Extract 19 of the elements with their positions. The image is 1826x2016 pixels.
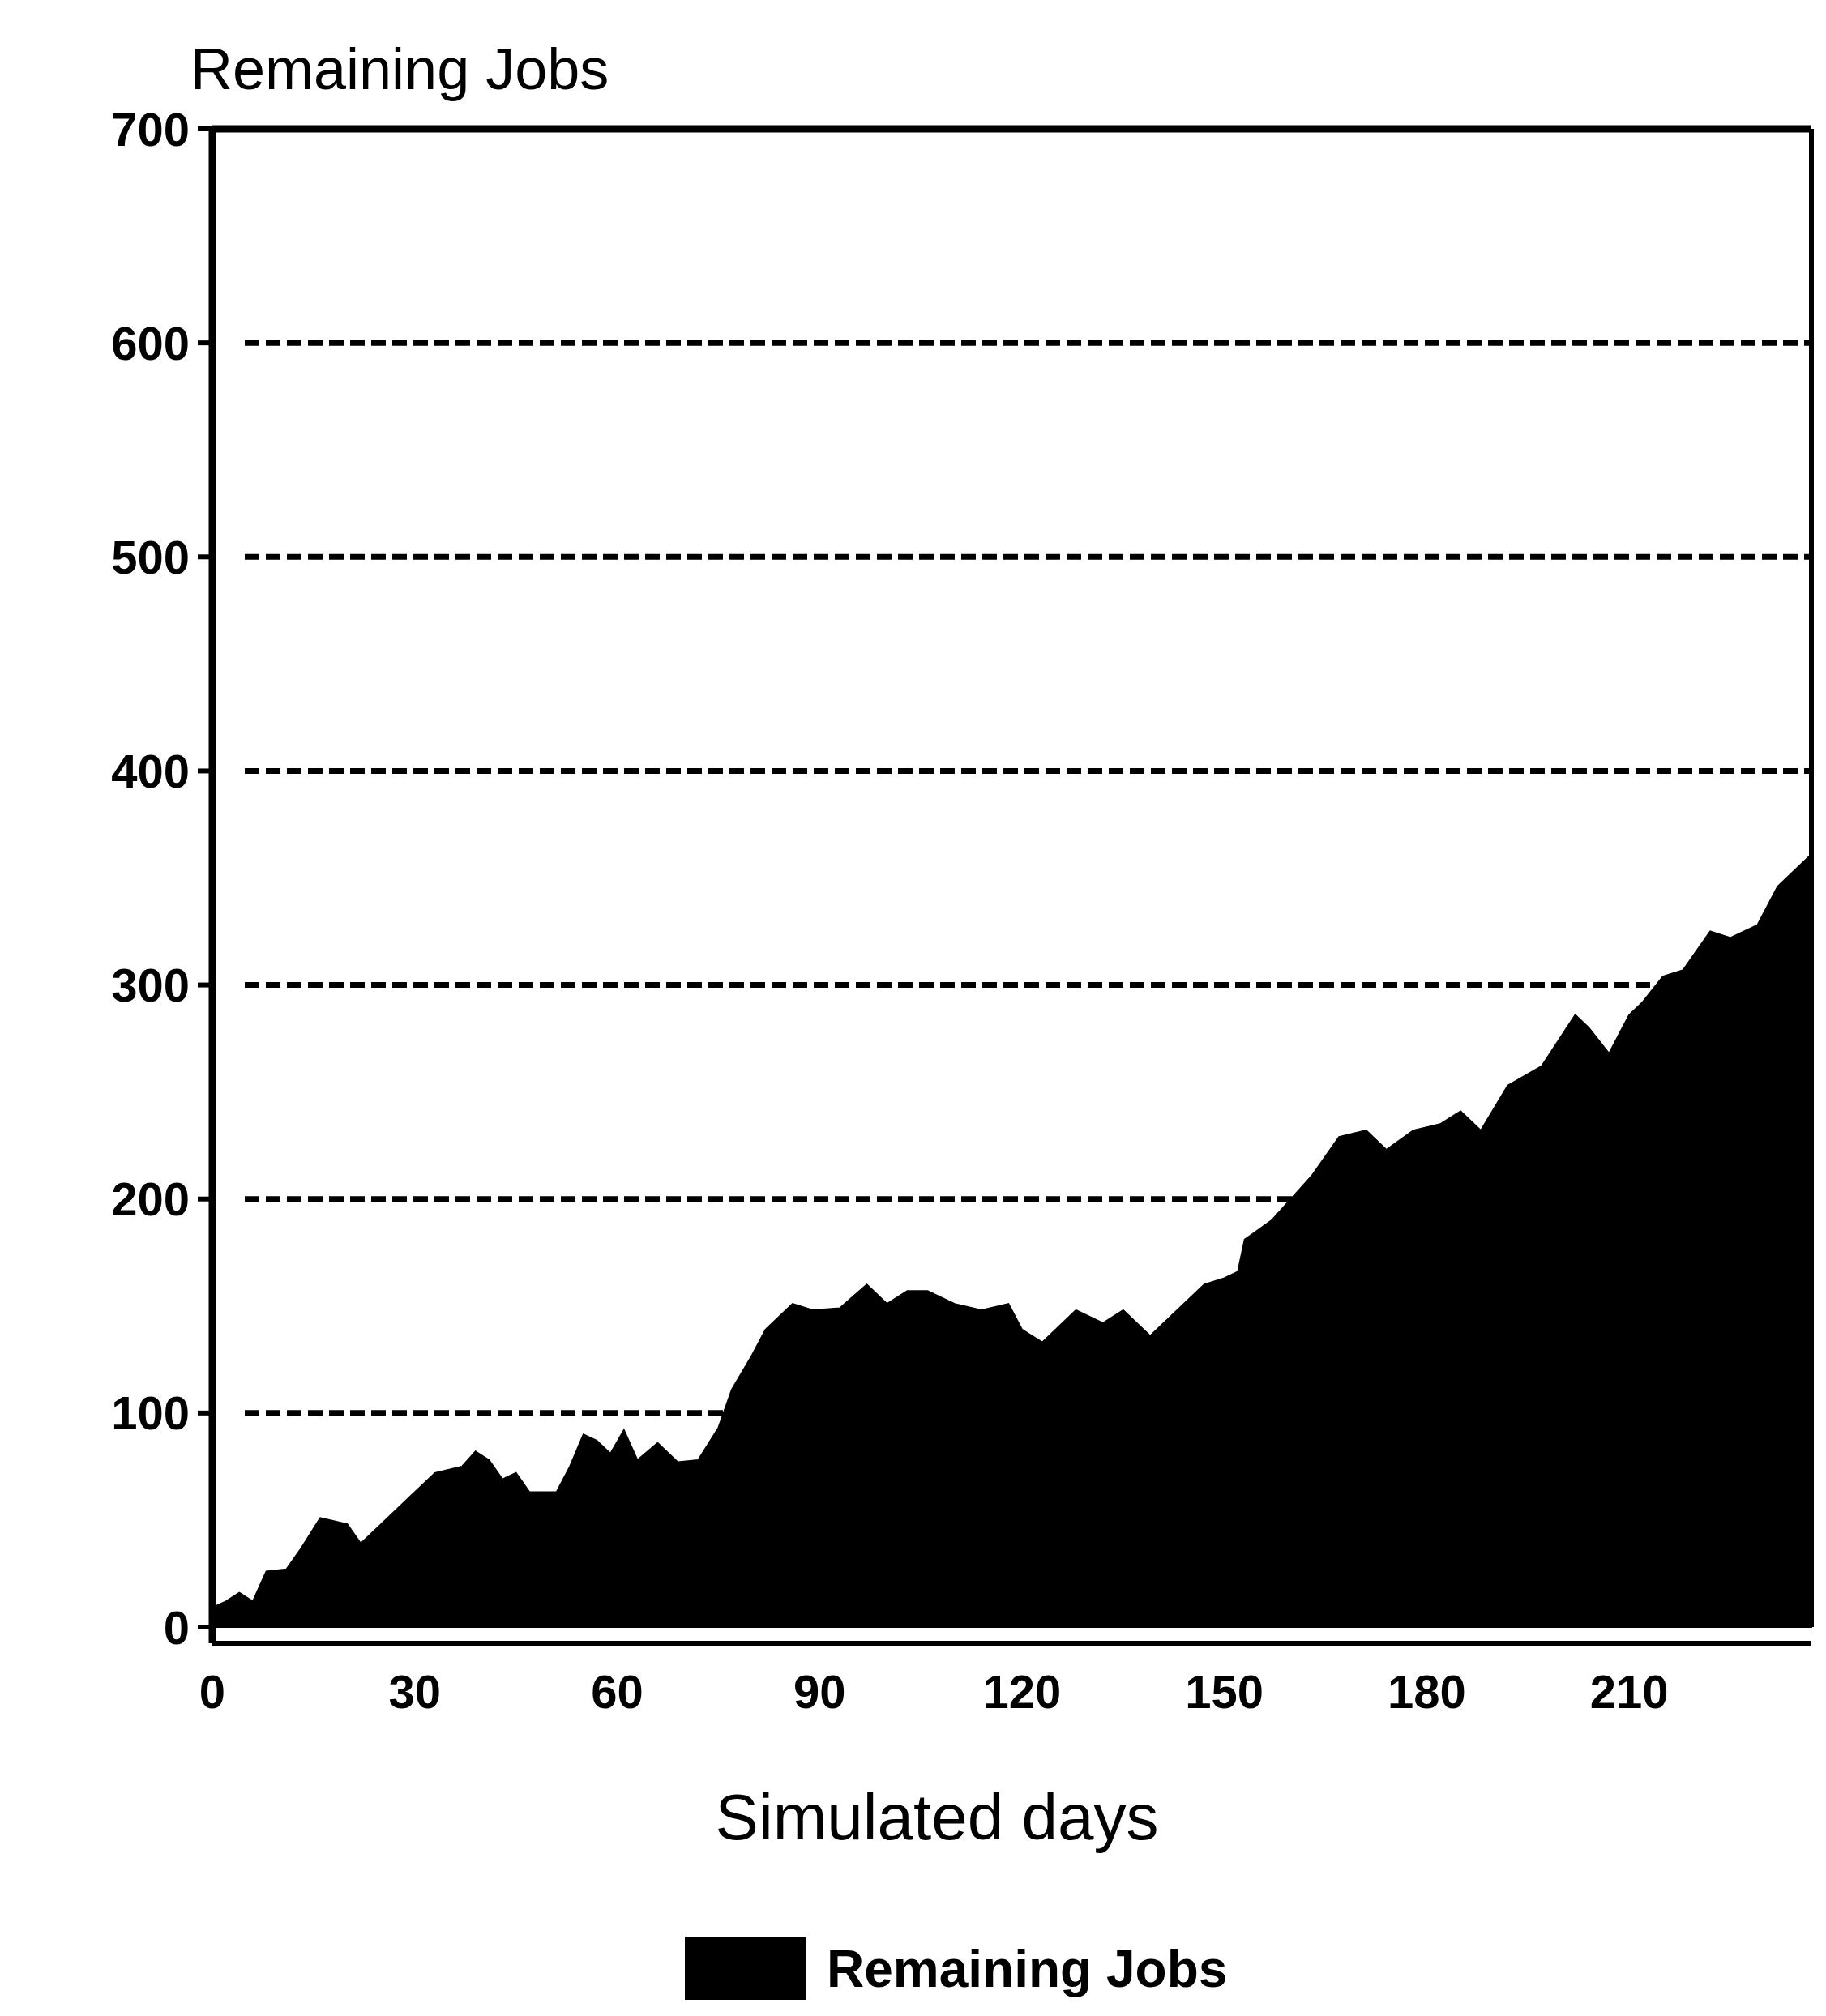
y-tick-label: 700 xyxy=(111,102,190,156)
y-tick-label: 0 xyxy=(163,1600,190,1654)
y-tick-label: 600 xyxy=(111,316,190,369)
x-tick-label: 150 xyxy=(1185,1665,1264,1718)
legend-label: Remaining Jobs xyxy=(827,1940,1228,1998)
x-tick-label: 30 xyxy=(388,1665,441,1718)
y-tick-label: 100 xyxy=(111,1386,190,1440)
x-tick-label: 210 xyxy=(1589,1665,1669,1718)
y-tick-label: 400 xyxy=(111,744,190,797)
y-tick-label: 300 xyxy=(111,959,190,1012)
x-tick-label: 180 xyxy=(1388,1665,1466,1718)
x-tick-label: 90 xyxy=(793,1665,846,1718)
x-axis-title: Simulated days xyxy=(715,1781,1159,1853)
x-tick-label: 0 xyxy=(199,1665,226,1718)
y-tick-label: 200 xyxy=(111,1172,190,1226)
x-tick-label: 60 xyxy=(591,1665,644,1718)
y-axis-title: Remaining Jobs xyxy=(190,36,609,101)
y-tick-label: 500 xyxy=(111,530,190,583)
x-tick-label: 120 xyxy=(982,1665,1062,1718)
